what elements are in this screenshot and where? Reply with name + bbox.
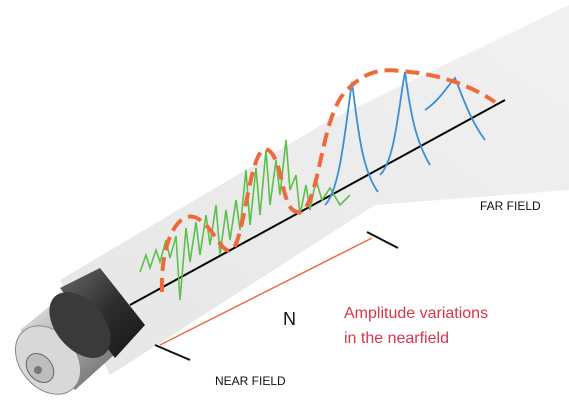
annotation-line: Amplitude variations — [344, 305, 488, 322]
n-tick-start — [154, 344, 191, 361]
n-tick-end — [366, 231, 399, 249]
nearfield-signal — [139, 139, 351, 301]
beam-axis — [129, 99, 506, 306]
n-label: N — [283, 309, 296, 329]
annotation-line: in the nearfield — [344, 330, 449, 347]
far-field-label: FAR FIELD — [480, 199, 541, 213]
farfield-signal — [324, 71, 486, 206]
near-field-label: NEAR FIELD — [215, 374, 286, 388]
nearfield-length — [159, 237, 373, 346]
transducer — [14, 268, 145, 395]
